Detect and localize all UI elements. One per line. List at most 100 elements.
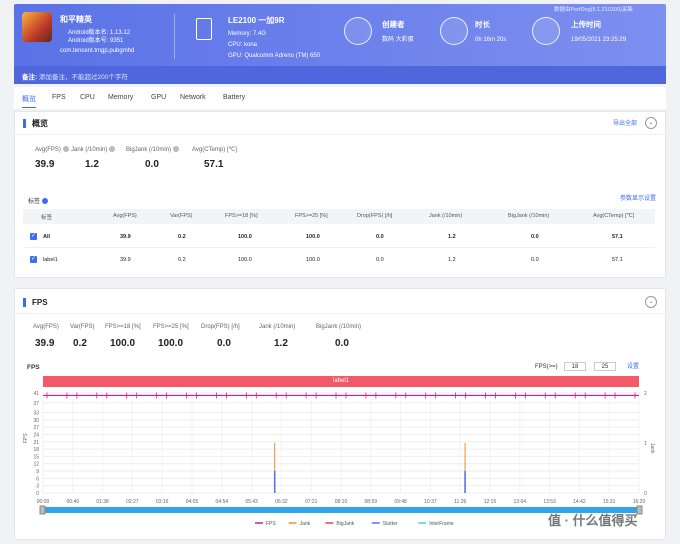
x-tick-label: 11:26 [454,499,466,505]
stat-value: 1.2 [85,159,99,170]
y-tick-label: 37 [33,401,39,407]
tags-label: 标签 [28,196,49,205]
param-settings-link[interactable]: 参数显示设置 [620,196,657,202]
duration-label: 时长 [475,20,490,29]
label-band-text: label1 [332,378,349,384]
clock-icon [440,17,468,45]
table-cell: 39.9 [120,257,131,263]
table-cell: 57.1 [612,257,623,263]
collapse-icon[interactable]: ⌄ [645,296,657,308]
x-tick-label: 04:54 [216,499,229,505]
fps-stat-label: FPS>=25 [%] [153,324,189,330]
upload-label: 上传时间 [571,20,601,29]
x-tick-label: 14:42 [573,499,586,505]
divider [15,313,665,314]
stat-label: BigJank (/10min) [126,146,180,153]
y-tick-label: 27 [33,425,39,431]
tab-memory[interactable]: Memory [108,94,134,101]
x-tick-label: 16:20 [633,499,646,505]
x-tick-label: 15:31 [603,499,616,505]
tab-overview[interactable]: 概览 [22,94,36,108]
y-tick-label: 3 [36,484,39,490]
x-tick-label: 05:43 [245,499,258,505]
x-tick-label: 07:21 [305,499,318,505]
creator-value: 数码 大彩蛋 [382,37,414,43]
duration-value: 0h 16m 20s [475,37,507,43]
column-header: BigJank (/10min) [508,213,550,219]
table-cell: 0.0 [376,257,384,263]
legend-label: BigJank [336,521,354,527]
x-tick-label: 09:48 [394,499,407,505]
fps-stat-value: 0.2 [73,338,87,349]
tab-cpu[interactable]: CPU [80,94,95,101]
table-cell: 0.0 [531,234,539,240]
tab-network[interactable]: Network [180,94,206,101]
fps-card: FPS ⌄ Avg(FPS) 39.9 Var(FPS) 0.2 FPS>=18… [14,288,666,540]
x-tick-label: 08:10 [335,499,348,505]
tab-bar: 概览 FPS CPU Memory GPU Network Battery [14,87,666,109]
y2-axis-label: Jank [649,443,655,454]
fps-stat-label: BigJank (/10min) [316,324,362,330]
stat-label: Jank (/10min) [71,146,116,153]
table-cell: 0.0 [531,257,539,263]
x-tick-label: 00:00 [37,499,50,505]
fps-title: FPS [23,298,48,307]
table-cell: 0.0 [376,234,384,240]
app-icon [22,12,52,42]
fps-stat-value: 39.9 [35,338,55,349]
overview-title: 概览 [23,119,48,128]
divider [15,134,665,135]
label-band[interactable]: label1 [43,376,639,387]
tab-gpu[interactable]: GPU [151,94,167,101]
tab-fps[interactable]: FPS [52,94,66,101]
x-tick-label: 12:15 [484,499,497,505]
y-tick-label: 21 [33,440,39,446]
time-range-slider [43,507,639,513]
export-all-link[interactable]: 导出全部 [613,121,638,127]
legend-label: Stutter [383,521,398,527]
fps-stat-value: 100.0 [110,338,136,349]
stat-label: Avg(FPS) [35,146,69,153]
collapse-icon[interactable]: ⌄ [645,117,657,129]
fps-stat-label: FPS>=18 [%] [105,324,141,330]
table-cell: 0.2 [178,234,186,240]
legend-label: FPS [266,521,276,527]
remark-label: 备注: [22,74,38,81]
row-checkbox[interactable]: ✓ [30,233,37,240]
row-checkbox[interactable]: ✓ [30,256,37,263]
y-tick-label: 41 [33,391,39,397]
threshold-input-2[interactable]: 25 [594,362,616,371]
table-cell: 1.2 [448,257,456,263]
table-cell: 57.1 [612,234,623,240]
y-tick-label: 12 [33,462,39,468]
table-row[interactable] [23,226,655,248]
fps-stat-value: 1.2 [274,338,288,349]
remark-placeholder[interactable]: 添加备注，不能超过200个字符 [38,74,128,81]
device-memory: Memory: 7.4G [228,31,267,37]
android-version-name: Android版本名: 1.13.12 [68,30,131,36]
y-tick-label: 15 [33,454,39,460]
tab-battery[interactable]: Battery [223,94,246,101]
threshold-input-1[interactable]: 18 [564,362,586,371]
chart-settings-link[interactable]: 设置 [627,364,640,370]
x-tick-label: 03:16 [156,499,169,505]
x-tick-label: 04:05 [186,499,199,505]
column-header: Avg(CTemp) [℃] [593,213,635,219]
x-tick-label: 13:53 [543,499,556,505]
y2-tick-label: 0 [644,491,647,497]
column-header: Drop(FPS) [/h] [357,213,393,219]
fps-stat-value: 100.0 [158,338,184,349]
stat-value: 0.0 [145,159,159,170]
app-name: 和平精英 [60,15,92,24]
y-axis-label: FPS [23,433,29,443]
y2-tick-label: 2 [644,391,647,397]
table-cell: 0.2 [178,257,186,263]
user-icon [344,17,372,45]
column-header: Var(FPS) [170,213,193,219]
table-row[interactable] [23,249,655,271]
column-header: Avg(FPS) [113,213,137,219]
remark-bar[interactable]: 备注: 添加备注，不能超过200个字符 [14,66,666,84]
upload-value: 19/05/2021 23:25:29 [571,37,627,43]
device-model: LE2100 一加9R [228,16,285,25]
